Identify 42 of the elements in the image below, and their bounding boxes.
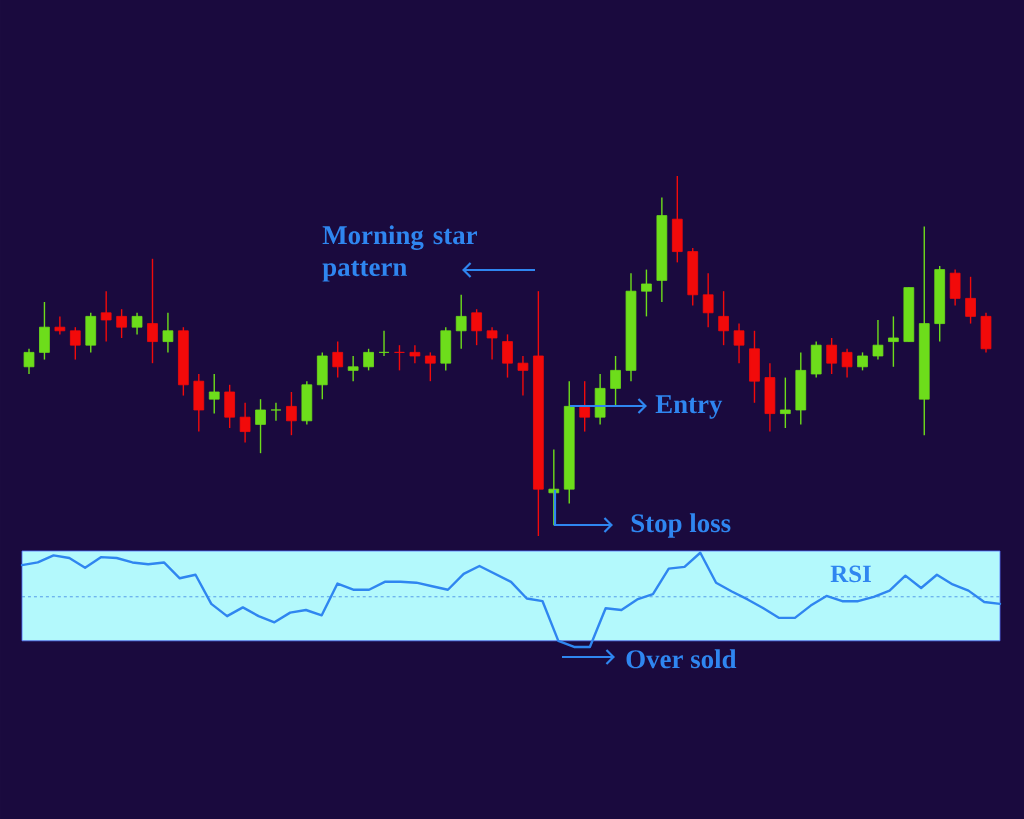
candlestick: [872, 319, 884, 361]
annotation: Entry: [655, 395, 723, 419]
candlestick: [363, 348, 374, 372]
candlestick: [579, 380, 591, 433]
text: Over sold: [626, 649, 737, 669]
candlestick: [641, 268, 652, 318]
annotation: Morning star pattern: [322, 225, 478, 282]
candlestick: [69, 326, 81, 361]
annotation: Stop loss: [631, 513, 731, 538]
candlestick: [780, 376, 791, 429]
candlestick: [826, 337, 837, 375]
candlestick: [471, 308, 482, 346]
candlestick: [718, 290, 729, 346]
candlestick: [502, 333, 513, 379]
candlestick: [162, 312, 174, 354]
candlestick: [147, 258, 158, 364]
candlestick: [841, 348, 853, 379]
candlestick: [347, 355, 359, 382]
candlestick: [208, 373, 220, 415]
candlestick: [239, 402, 251, 444]
candlestick: [409, 344, 421, 364]
candlestick: [733, 322, 745, 364]
candlestick: [54, 315, 66, 336]
candlestick: [378, 330, 390, 357]
candlestick: [270, 402, 282, 422]
candlestick: [424, 351, 436, 382]
candlestick: [255, 398, 266, 454]
candlestick: [455, 294, 467, 350]
annotation: RSI: [830, 565, 871, 583]
candlestick: [702, 272, 714, 328]
candlestick: [100, 290, 112, 343]
candlestick: [888, 315, 899, 368]
candlestick: [286, 391, 297, 436]
candlestick: [517, 355, 529, 397]
candlestick: [131, 312, 143, 336]
candlestick: [394, 344, 405, 372]
candlestick: [610, 355, 621, 408]
candlestick: [332, 340, 344, 379]
candlestick: [965, 276, 976, 325]
candlestick: [23, 348, 35, 375]
candlestick: [486, 326, 498, 361]
candlestick: [116, 308, 127, 339]
